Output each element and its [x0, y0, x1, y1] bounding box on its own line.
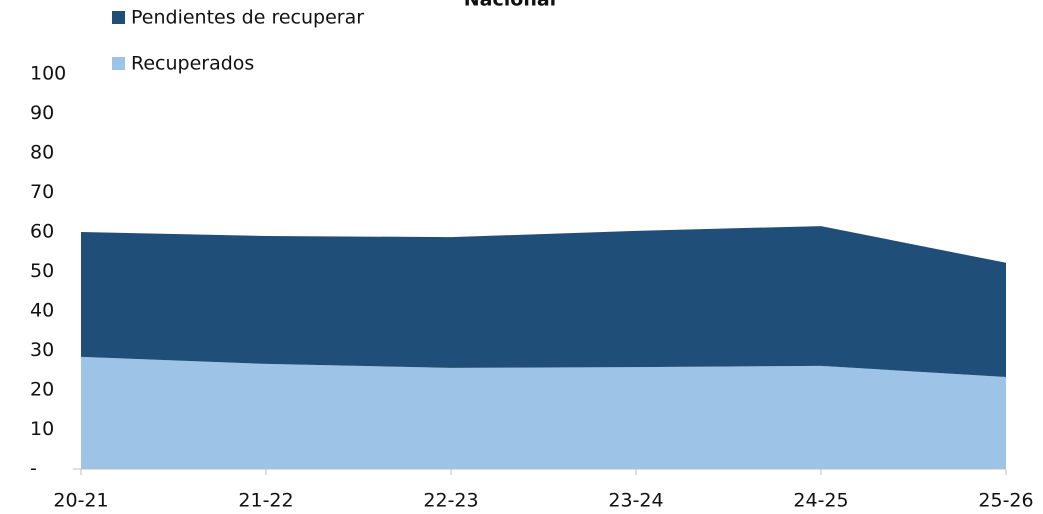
- area: [81, 356, 1006, 469]
- y-tick-label: 90: [30, 102, 54, 124]
- x-tick-label: 23-24: [608, 490, 663, 512]
- area: [81, 226, 1006, 377]
- chart-title: Nacional: [464, 0, 556, 11]
- legend-swatch: [112, 11, 125, 24]
- x-tick-label: 24-25: [793, 490, 848, 512]
- x-tick-label: 21-22: [238, 490, 293, 512]
- legend-label: Pendientes de recuperar: [131, 7, 364, 29]
- y-tick-label: 80: [30, 142, 54, 164]
- x-tick-label: 20-21: [53, 490, 108, 512]
- x-tick-label: 22-23: [423, 490, 478, 512]
- y-tick-label: 70: [30, 181, 54, 203]
- y-tick-label: -: [30, 458, 37, 480]
- y-tick-label: 30: [30, 339, 54, 361]
- y-tick-label: 20: [30, 379, 54, 401]
- y-tick-label: 40: [30, 300, 54, 322]
- y-tick-label: 10: [30, 418, 54, 440]
- y-tick-label: 50: [30, 260, 54, 282]
- legend-swatch: [112, 57, 125, 70]
- y-tick-label: 100: [30, 63, 66, 85]
- y-tick-label: 60: [30, 221, 54, 243]
- x-tick-label: 25-26: [978, 490, 1033, 512]
- legend-label: Recuperados: [131, 53, 254, 75]
